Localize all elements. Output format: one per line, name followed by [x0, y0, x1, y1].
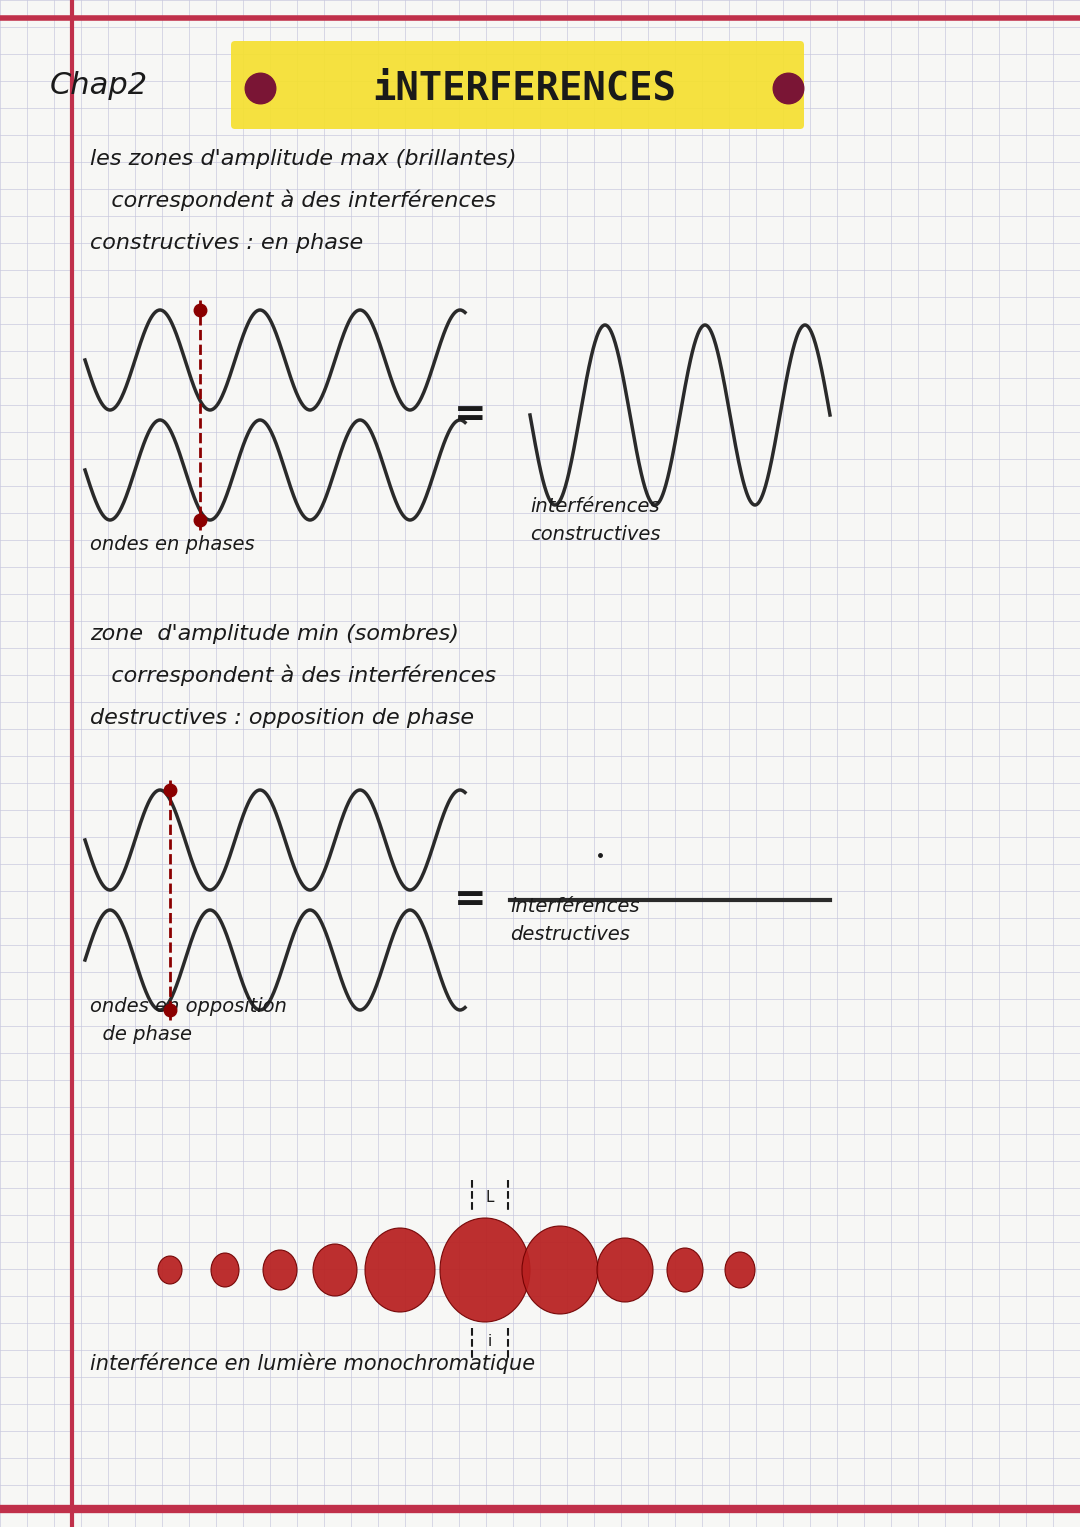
Text: ondes en opposition
  de phase: ondes en opposition de phase — [90, 997, 287, 1044]
Ellipse shape — [211, 1254, 239, 1287]
Text: interférence en lumière monochromatique: interférence en lumière monochromatique — [90, 1353, 535, 1374]
Text: les zones d'amplitude max (brillantes): les zones d'amplitude max (brillantes) — [90, 150, 516, 169]
Text: correspondent à des interférences: correspondent à des interférences — [90, 664, 496, 686]
Text: =: = — [454, 395, 486, 434]
Ellipse shape — [365, 1228, 435, 1312]
Ellipse shape — [264, 1251, 297, 1290]
Text: iNTERFERENCES: iNTERFERENCES — [373, 69, 676, 107]
Ellipse shape — [522, 1226, 598, 1315]
Text: destructives : opposition de phase: destructives : opposition de phase — [90, 709, 474, 728]
Text: ondes en phases: ondes en phases — [90, 534, 255, 554]
Ellipse shape — [725, 1252, 755, 1287]
Ellipse shape — [313, 1245, 357, 1296]
Text: i: i — [488, 1335, 492, 1350]
Ellipse shape — [440, 1219, 530, 1322]
Text: L: L — [486, 1191, 495, 1205]
Text: correspondent à des interférences: correspondent à des interférences — [90, 189, 496, 211]
Text: =: = — [454, 881, 486, 919]
Ellipse shape — [158, 1257, 183, 1284]
Ellipse shape — [597, 1238, 653, 1303]
Ellipse shape — [667, 1248, 703, 1292]
Text: zone  d'amplitude min (sombres): zone d'amplitude min (sombres) — [90, 625, 459, 644]
Text: Chap2: Chap2 — [50, 70, 148, 99]
FancyBboxPatch shape — [231, 41, 804, 128]
Text: interférences
constructives: interférences constructives — [530, 496, 661, 544]
Text: constructives : en phase: constructives : en phase — [90, 234, 363, 253]
Text: interférences
destructives: interférences destructives — [510, 896, 639, 944]
